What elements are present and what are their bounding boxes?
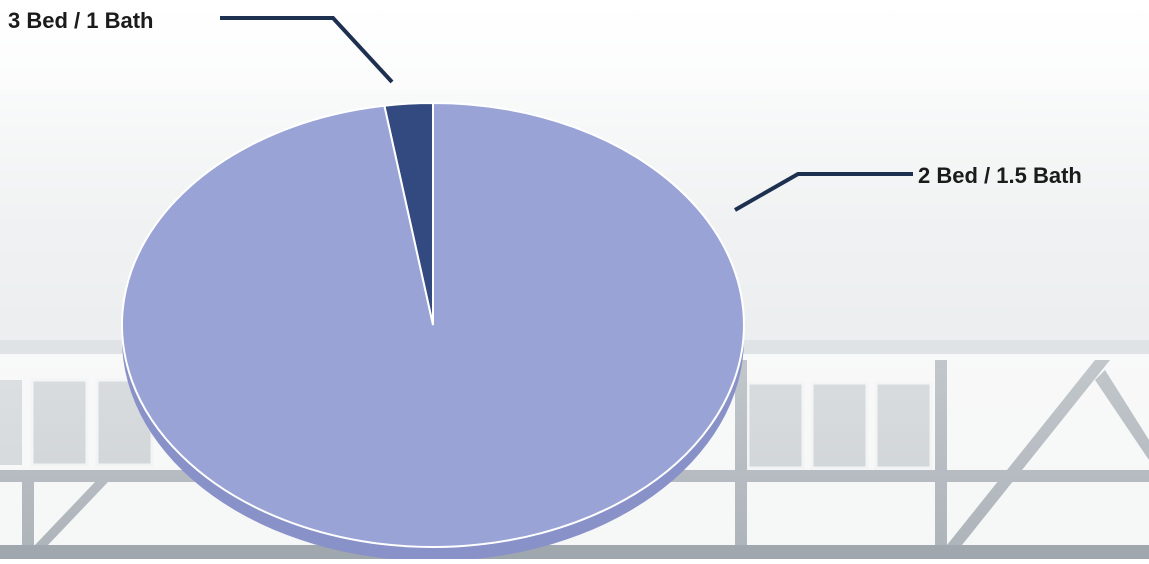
leader-line-1 [734, 172, 913, 212]
slice-label-3-bed-1-bath: 3 Bed / 1 Bath [8, 8, 154, 33]
leader-line-0 [220, 16, 394, 84]
pie-slice-2-bed-1-5-bath [120, 101, 745, 548]
slice-label-2-bed-1-5-bath: 2 Bed / 1.5 Bath [918, 163, 1082, 188]
